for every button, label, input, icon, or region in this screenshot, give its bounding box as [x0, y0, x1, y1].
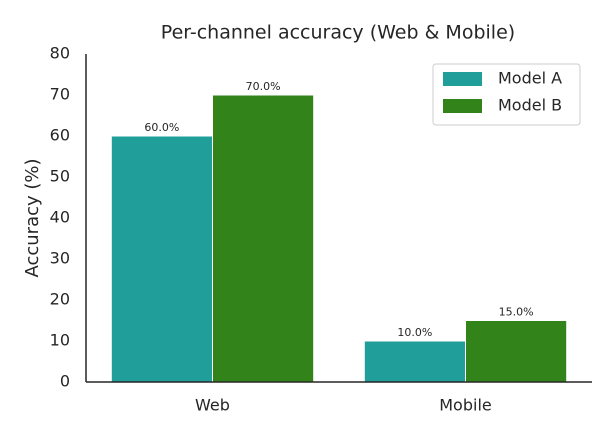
legend-label: Model A	[498, 69, 562, 88]
value-label: 15.0%	[499, 306, 534, 319]
legend-label: Model B	[498, 96, 562, 115]
bar	[110, 135, 213, 383]
y-tick-label: 40	[50, 208, 70, 227]
y-tick-label: 60	[50, 126, 70, 145]
legend-swatch	[443, 99, 482, 113]
bar	[465, 320, 568, 383]
value-label: 70.0%	[246, 80, 281, 93]
y-tick-label: 80	[50, 44, 70, 63]
y-tick-label: 50	[50, 167, 70, 186]
value-label: 10.0%	[397, 326, 432, 339]
chart-title: Per-channel accuracy (Web & Mobile)	[161, 22, 515, 44]
x-tick-label: Mobile	[439, 396, 491, 415]
y-tick-label: 20	[50, 290, 70, 309]
y-tick-label: 70	[50, 85, 70, 104]
value-label: 60.0%	[144, 121, 179, 134]
y-axis-label: Accuracy (%)	[22, 158, 43, 277]
x-tick-label: Web	[195, 396, 230, 415]
legend-swatch	[443, 72, 482, 86]
bar	[212, 94, 315, 383]
y-tick-label: 10	[50, 331, 70, 350]
bar	[363, 340, 466, 383]
y-tick-label: 30	[50, 249, 70, 268]
y-tick-label: 0	[60, 372, 70, 391]
